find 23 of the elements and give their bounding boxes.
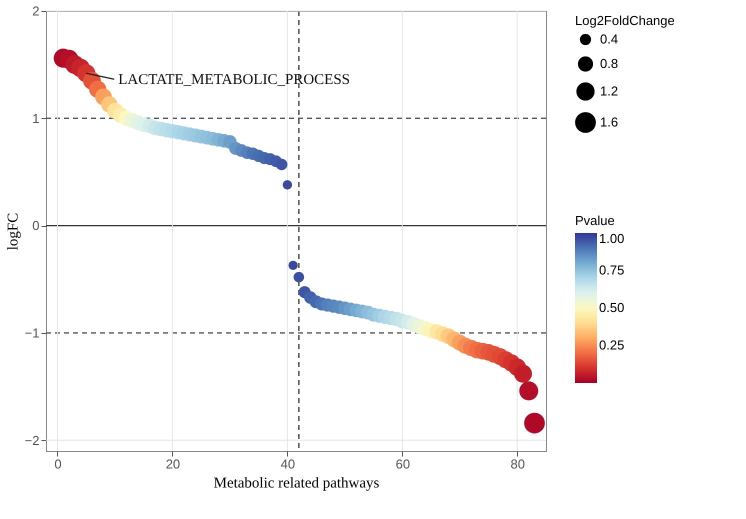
annotation: LACTATE_METABOLIC_PROCESS: [118, 72, 350, 88]
x-tick-label: 60: [396, 456, 410, 472]
legend-title: Log2FoldChange: [575, 13, 675, 28]
y-tick-label: −2: [24, 432, 40, 448]
y-tick-label: −1: [24, 325, 40, 340]
x-tick-label: 40: [280, 456, 296, 472]
x-axis-title: Metabolic related pathways: [214, 476, 380, 492]
y-axis-title: logFC: [6, 212, 22, 250]
y-tick-label: 1: [32, 110, 40, 126]
y-tick-label: 2: [32, 4, 40, 18]
color-bar-label: 0.50: [599, 300, 624, 315]
color-bar-title: Pvalue: [575, 213, 615, 228]
color-bar-label: 0.25: [599, 338, 624, 352]
color-bar-label: 1.00: [599, 231, 624, 246]
legend-label: 1.6: [600, 114, 618, 130]
legend-label: 0.4: [600, 32, 618, 46]
x-tick-label: 80: [510, 456, 525, 472]
x-tick-label: 20: [166, 456, 180, 472]
legend-label: 1.2: [600, 84, 618, 98]
x-tick-label: 0: [54, 456, 62, 472]
legend-label: 0.8: [600, 56, 618, 71]
color-bar-label: 0.75: [599, 262, 624, 278]
y-tick-label: 0: [32, 218, 40, 234]
